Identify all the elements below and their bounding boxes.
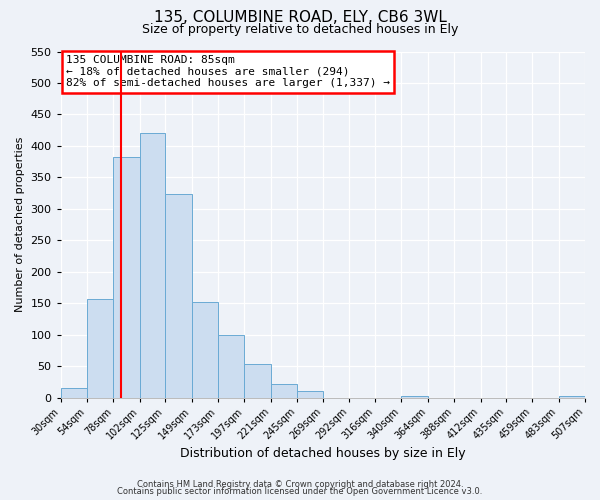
Bar [244,364,271,398]
Bar [140,134,165,398]
Bar [401,396,428,398]
Text: Size of property relative to detached houses in Ely: Size of property relative to detached ho… [142,22,458,36]
Bar [297,391,323,398]
Bar [61,388,87,398]
Text: 135, COLUMBINE ROAD, ELY, CB6 3WL: 135, COLUMBINE ROAD, ELY, CB6 3WL [154,10,446,25]
Bar [559,396,585,398]
Bar [113,156,140,398]
Y-axis label: Number of detached properties: Number of detached properties [15,137,25,312]
Bar [271,384,297,398]
Bar [165,194,191,398]
Text: Contains HM Land Registry data © Crown copyright and database right 2024.: Contains HM Land Registry data © Crown c… [137,480,463,489]
Text: 135 COLUMBINE ROAD: 85sqm
← 18% of detached houses are smaller (294)
82% of semi: 135 COLUMBINE ROAD: 85sqm ← 18% of detac… [66,55,390,88]
Bar [191,302,218,398]
Bar [218,334,244,398]
Bar [87,298,113,398]
X-axis label: Distribution of detached houses by size in Ely: Distribution of detached houses by size … [180,447,466,460]
Text: Contains public sector information licensed under the Open Government Licence v3: Contains public sector information licen… [118,487,482,496]
